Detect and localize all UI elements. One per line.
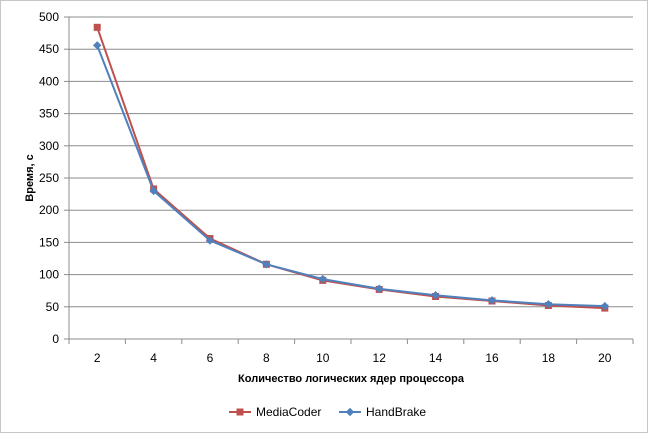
y-tick-labels: 0 50 100 150 200 250 300 350 400 450 500 xyxy=(39,10,59,346)
data-point xyxy=(544,300,553,309)
series-line xyxy=(96,44,605,308)
data-point xyxy=(262,260,271,269)
data-point xyxy=(318,274,328,284)
data-point xyxy=(93,23,101,31)
series-handbrake xyxy=(92,41,610,311)
series-line xyxy=(96,26,605,310)
x-tick-label: 18 xyxy=(542,351,556,365)
y-tick-label: 150 xyxy=(39,235,59,249)
data-point xyxy=(374,284,384,293)
legend-item-mediacoder: MediaCoder xyxy=(229,405,321,419)
y-tick-label: 350 xyxy=(39,107,59,121)
x-axis-title: Количество логических ядер процессора xyxy=(238,373,465,385)
y-tick-label: 0 xyxy=(52,332,59,346)
data-point xyxy=(600,301,610,311)
legend-label: HandBrake xyxy=(366,405,426,419)
data-point xyxy=(92,41,102,50)
x-tick-label: 14 xyxy=(429,351,443,365)
y-tick-label: 450 xyxy=(39,42,59,56)
series-lines xyxy=(92,23,610,312)
legend-marker xyxy=(345,407,355,417)
y-tick-label: 500 xyxy=(39,10,59,24)
legend-label: MediaCoder xyxy=(256,405,321,419)
x-tick-label: 10 xyxy=(316,351,330,365)
x-tick-label: 20 xyxy=(598,351,612,365)
y-tick-label: 400 xyxy=(39,74,59,88)
y-tick-label: 300 xyxy=(39,139,59,153)
y-tick-label: 100 xyxy=(39,268,59,282)
x-tick-label: 4 xyxy=(150,351,157,365)
x-tick-label: 2 xyxy=(94,351,101,365)
y-axis-title: Время, с xyxy=(24,154,36,201)
x-tick-label: 12 xyxy=(373,351,387,365)
x-tick-label: 16 xyxy=(485,351,499,365)
x-tick-label: 6 xyxy=(207,351,214,365)
x-tick-label: 8 xyxy=(263,351,270,365)
data-point xyxy=(487,296,497,305)
y-tick-label: 250 xyxy=(39,171,59,185)
legend-item-handbrake: HandBrake xyxy=(339,405,426,419)
legend-marker xyxy=(236,408,244,416)
axes xyxy=(64,16,634,344)
gridlines xyxy=(69,16,633,308)
data-point xyxy=(431,291,440,300)
legend: MediaCoder HandBrake xyxy=(229,405,426,419)
y-tick-label: 50 xyxy=(46,300,60,314)
x-tick-labels: 2 4 6 8 10 12 14 16 18 20 xyxy=(94,351,612,365)
y-tick-label: 200 xyxy=(39,203,59,217)
data-point xyxy=(149,186,158,196)
data-point xyxy=(205,236,215,245)
series-mediacoder xyxy=(93,23,609,312)
